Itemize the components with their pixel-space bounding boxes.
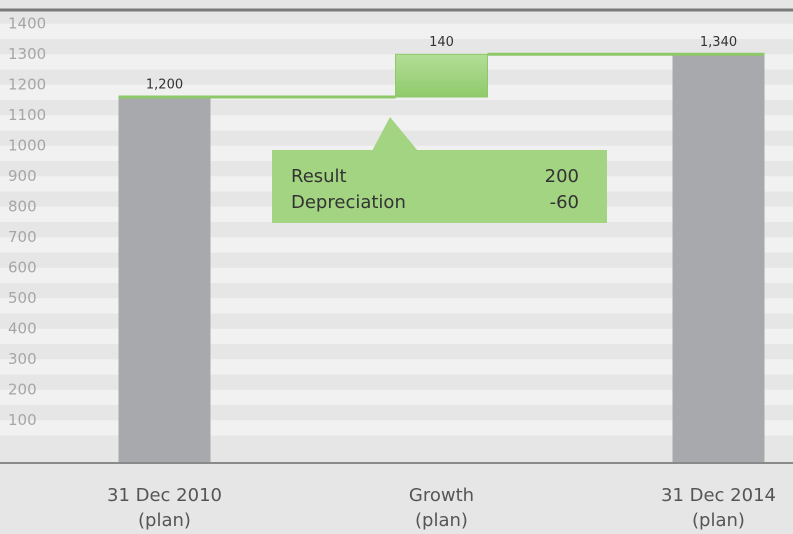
x-tick-label: Growth	[409, 485, 474, 506]
y-tick-label: 800	[8, 198, 37, 216]
x-tick-sublabel: (plan)	[415, 510, 468, 531]
total-bar	[118, 97, 211, 463]
y-tick-label: 700	[8, 228, 37, 246]
y-tick-label: 1400	[8, 15, 46, 33]
y-tick-label: 1000	[8, 137, 46, 155]
y-tick-label: 1200	[8, 76, 46, 94]
value-label: 1,200	[146, 78, 183, 93]
y-tick-label: 400	[8, 320, 37, 338]
change-bar	[395, 53, 488, 98]
y-tick-label: 300	[8, 350, 37, 368]
y-tick-label: 1100	[8, 106, 46, 124]
y-tick-label: 500	[8, 289, 37, 307]
y-tick-label: 100	[8, 411, 37, 429]
y-tick-label: 600	[8, 259, 37, 277]
annotation-label: Result	[291, 166, 347, 187]
value-label: 1,340	[700, 35, 737, 50]
callout-pointer	[372, 117, 418, 151]
x-tick-label: 31 Dec 2014	[661, 485, 776, 506]
callout	[272, 150, 607, 223]
annotation-label: Depreciation	[291, 192, 406, 213]
grid-band	[0, 23, 793, 39]
y-tick-label: 200	[8, 381, 37, 399]
total-bar	[672, 54, 765, 464]
value-label: 140	[429, 35, 454, 50]
x-tick-sublabel: (plan)	[692, 510, 745, 531]
y-tick-label: 900	[8, 167, 37, 185]
y-tick-label: 1300	[8, 45, 46, 63]
x-tick-label: 31 Dec 2010	[107, 485, 222, 506]
annotation-value: 200	[545, 166, 579, 187]
annotation-value: -60	[550, 192, 579, 213]
x-tick-sublabel: (plan)	[138, 510, 191, 531]
